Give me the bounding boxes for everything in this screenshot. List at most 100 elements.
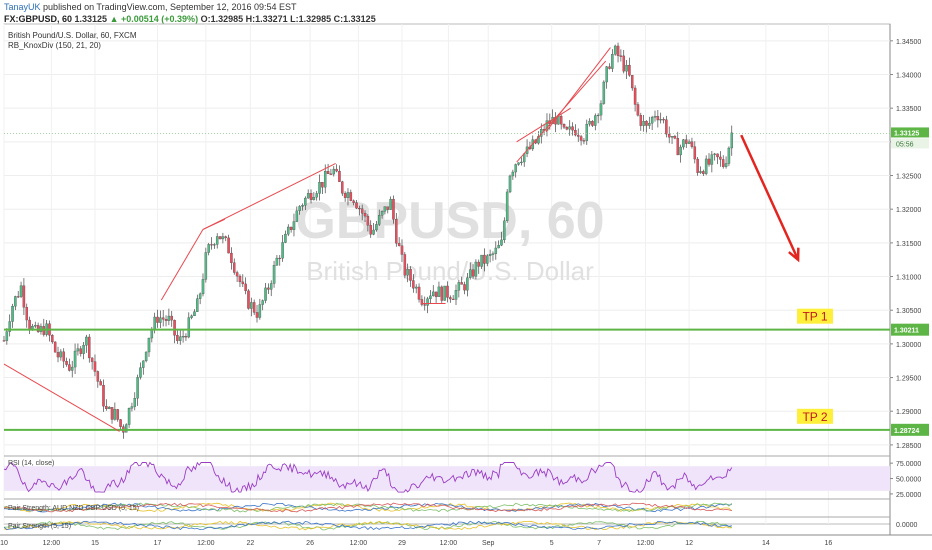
candle-down <box>235 272 239 277</box>
candle-down <box>619 55 623 57</box>
candle-down <box>164 319 168 321</box>
candle-down <box>721 159 725 167</box>
candle-up <box>221 236 225 240</box>
candle-up <box>500 239 503 246</box>
rsi-band <box>4 466 890 491</box>
candle-up <box>332 168 336 175</box>
candle-down <box>409 269 412 281</box>
candle-up <box>70 366 74 371</box>
candle-down <box>88 336 91 359</box>
time-tick-label: 12:00 <box>440 540 458 547</box>
candle-down <box>96 371 100 382</box>
candle-down <box>36 325 40 332</box>
candle-down <box>247 290 250 309</box>
candle-down <box>90 357 94 362</box>
candle-down <box>2 340 6 342</box>
candle-down <box>460 282 463 285</box>
candle-down <box>716 153 719 158</box>
candle-up <box>432 291 435 297</box>
candle-up <box>599 103 603 116</box>
projection-arrow <box>740 134 800 263</box>
time-tick-label: 5 <box>550 540 554 547</box>
candle-down <box>352 200 355 203</box>
candle-up <box>213 244 216 246</box>
candle-down <box>116 409 119 420</box>
candle-up <box>298 206 301 212</box>
candle-up <box>588 120 591 125</box>
candle-up <box>136 377 139 399</box>
author-link[interactable]: TanayUK <box>4 2 41 12</box>
candle-up <box>650 117 654 124</box>
candle-down <box>53 341 57 353</box>
arrow-shaft <box>740 134 800 261</box>
candle-up <box>269 283 273 290</box>
candle-up <box>594 115 597 126</box>
candle-up <box>287 226 290 235</box>
candle-down <box>449 297 452 300</box>
candle-up <box>613 45 617 55</box>
trend-lines <box>3 47 611 432</box>
candle-up <box>85 336 88 346</box>
indicator-panes: 75.0000 50.0000 25.0000 RSI (14, close) Pair… <box>3 455 921 531</box>
candle-down <box>184 336 188 338</box>
candle-up <box>139 367 142 378</box>
candle-down <box>392 198 395 220</box>
candle-down <box>176 335 179 341</box>
candle-up <box>5 331 9 341</box>
chart-title: British Pound/U.S. Dollar, 60, FXCM <box>8 31 137 40</box>
current-price-tag <box>891 127 929 138</box>
candle-up <box>73 350 77 368</box>
candle-up <box>687 141 691 144</box>
candle-up <box>113 409 117 420</box>
candle-down <box>559 116 563 125</box>
time-tick-label: 15 <box>91 540 99 547</box>
candle-down <box>420 299 424 305</box>
candle-up <box>704 158 708 174</box>
candle-up <box>124 424 128 433</box>
publication-header: TanayUK published on TradingView.com, Se… <box>4 2 297 12</box>
price-axis[interactable]: 1.345001.340001.335001.330001.325001.320… <box>890 39 929 450</box>
candle-down <box>56 352 60 358</box>
time-axis[interactable]: 10 12:00 15 17 12:00 22 26 12:00 29 12:00 Sep 5 7 12:… <box>0 540 832 547</box>
candle-up <box>437 286 441 297</box>
candle-down <box>338 170 341 182</box>
candle-down <box>579 136 583 141</box>
rsi-tick-label: 75.0000 <box>896 461 921 468</box>
candle-up <box>19 285 23 297</box>
candle-down <box>68 364 71 371</box>
candle-up <box>312 197 316 200</box>
candle-down <box>673 136 677 139</box>
time-tick-label: 12:00 <box>197 540 215 547</box>
target-tag-box <box>797 408 833 424</box>
time-tick-label: 7 <box>597 540 601 547</box>
candle-up <box>514 164 517 173</box>
level-price-label: 1.30211 <box>894 328 919 335</box>
candle-up <box>8 321 11 332</box>
candle-up <box>468 269 472 278</box>
candle-up <box>480 254 483 267</box>
candle-up <box>346 192 350 198</box>
watermark-symbol: GBPUSD, 60 <box>295 192 604 250</box>
candle-up <box>196 298 199 312</box>
candle-up <box>11 305 14 322</box>
candle-down <box>230 252 233 263</box>
candle-up <box>127 408 131 425</box>
indicator-label: RB_KnoxDiv (150, 21, 20) <box>8 41 101 50</box>
candle-down <box>62 351 65 362</box>
candle-up <box>372 229 375 235</box>
candle-down <box>28 319 31 330</box>
candle-up <box>187 317 191 338</box>
candle-up <box>699 171 702 173</box>
price-tick-label: 1.31500 <box>896 241 921 248</box>
candle-up <box>133 398 137 407</box>
symbol-label: FX:GBPUSD, 60 <box>4 14 73 24</box>
candle-up <box>207 244 210 253</box>
candle-up <box>642 121 645 126</box>
candle-down <box>355 202 358 209</box>
candle-down <box>395 219 398 244</box>
pair-strength-1-label: Pair Strength: AUD NZD GBP USD (5, 15) <box>8 505 139 512</box>
time-tick-label: 12:00 <box>637 540 655 547</box>
candle-down <box>471 269 475 277</box>
